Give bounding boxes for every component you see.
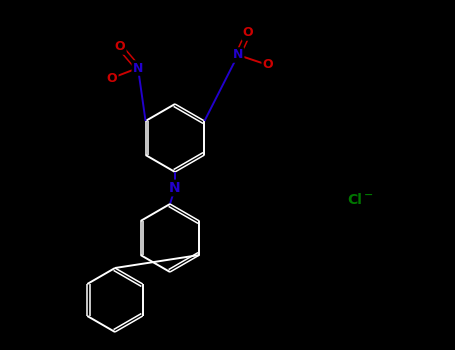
Text: N: N: [233, 49, 243, 62]
Text: −: −: [364, 190, 374, 200]
Text: Cl: Cl: [348, 193, 363, 207]
Text: N: N: [133, 62, 143, 75]
Text: N: N: [169, 181, 181, 195]
Text: O: O: [243, 27, 253, 40]
Text: O: O: [106, 71, 117, 84]
Text: O: O: [115, 41, 125, 54]
Text: O: O: [263, 58, 273, 71]
